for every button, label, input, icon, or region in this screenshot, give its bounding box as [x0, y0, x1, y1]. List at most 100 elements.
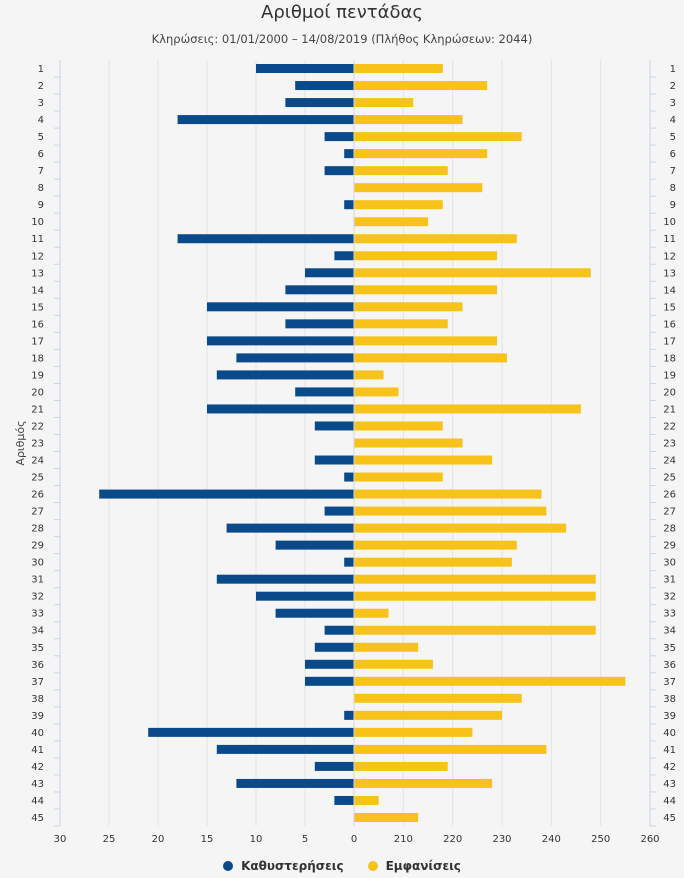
bar-appearances-41[interactable]: [354, 744, 547, 754]
category-label-right: 35: [663, 643, 676, 654]
bar-appearances-44[interactable]: [354, 795, 379, 805]
bar-delays-40[interactable]: [148, 727, 354, 737]
bar-delays-31[interactable]: [216, 574, 354, 584]
bar-appearances-18[interactable]: [354, 353, 507, 363]
bar-appearances-20[interactable]: [354, 387, 399, 397]
bar-appearances-33[interactable]: [354, 608, 389, 618]
category-label-left: 2: [38, 81, 44, 92]
bar-delays-14[interactable]: [285, 285, 354, 295]
bar-appearances-4[interactable]: [354, 115, 463, 125]
bar-appearances-39[interactable]: [354, 710, 502, 720]
category-label-right: 15: [663, 302, 676, 313]
bar-appearances-25[interactable]: [354, 472, 443, 482]
x-tick-label-right: 240: [542, 834, 561, 845]
bar-delays-17[interactable]: [207, 336, 354, 346]
bar-appearances-28[interactable]: [354, 523, 567, 533]
bar-delays-12[interactable]: [334, 251, 354, 261]
category-label-right: 20: [663, 387, 676, 398]
bar-appearances-16[interactable]: [354, 319, 448, 329]
bar-appearances-27[interactable]: [354, 506, 547, 516]
bar-appearances-3[interactable]: [354, 98, 414, 108]
bar-appearances-10[interactable]: [354, 217, 428, 227]
legend-delays-label: Καθυστερήσεις: [241, 859, 344, 873]
bar-delays-22[interactable]: [314, 421, 354, 431]
bar-delays-28[interactable]: [226, 523, 354, 533]
bar-delays-6[interactable]: [344, 149, 354, 159]
category-label-left: 26: [31, 490, 44, 501]
category-label-right: 37: [663, 677, 676, 688]
bar-appearances-34[interactable]: [354, 625, 596, 635]
bar-delays-42[interactable]: [314, 761, 354, 771]
bar-delays-4[interactable]: [177, 115, 354, 125]
bar-delays-1[interactable]: [256, 64, 354, 74]
bar-delays-18[interactable]: [236, 353, 354, 363]
legend-item-appearances[interactable]: Εμφανίσεις: [367, 859, 461, 873]
bar-delays-41[interactable]: [216, 744, 354, 754]
legend-item-delays[interactable]: Καθυστερήσεις: [223, 859, 344, 873]
bar-delays-33[interactable]: [275, 608, 354, 618]
bar-delays-29[interactable]: [275, 540, 354, 550]
bar-delays-16[interactable]: [285, 319, 354, 329]
bar-delays-39[interactable]: [344, 710, 354, 720]
bar-appearances-40[interactable]: [354, 727, 473, 737]
bar-delays-20[interactable]: [295, 387, 354, 397]
bar-appearances-7[interactable]: [354, 166, 448, 176]
bar-appearances-35[interactable]: [354, 642, 419, 652]
bar-delays-37[interactable]: [305, 676, 354, 686]
bar-appearances-17[interactable]: [354, 336, 498, 346]
bar-delays-36[interactable]: [305, 659, 354, 669]
bar-appearances-5[interactable]: [354, 132, 522, 142]
category-label-right: 34: [663, 626, 676, 637]
bar-appearances-22[interactable]: [354, 421, 443, 431]
bar-appearances-8[interactable]: [354, 183, 483, 193]
bar-appearances-23[interactable]: [354, 438, 463, 448]
bar-delays-44[interactable]: [334, 795, 354, 805]
bar-appearances-45[interactable]: [354, 812, 419, 822]
bar-appearances-2[interactable]: [354, 81, 488, 91]
bar-delays-34[interactable]: [324, 625, 354, 635]
bar-delays-21[interactable]: [207, 404, 354, 414]
bar-appearances-11[interactable]: [354, 234, 517, 244]
bar-appearances-26[interactable]: [354, 489, 542, 499]
bar-delays-7[interactable]: [324, 166, 354, 176]
bar-appearances-30[interactable]: [354, 557, 512, 567]
x-tick-label-left: 30: [54, 834, 67, 845]
bar-delays-24[interactable]: [314, 455, 354, 465]
bar-appearances-43[interactable]: [354, 778, 493, 788]
bar-delays-9[interactable]: [344, 200, 354, 210]
bar-appearances-42[interactable]: [354, 761, 448, 771]
bar-delays-3[interactable]: [285, 98, 354, 108]
bar-delays-15[interactable]: [207, 302, 354, 312]
bar-delays-26[interactable]: [99, 489, 354, 499]
bar-delays-13[interactable]: [305, 268, 354, 278]
bar-appearances-1[interactable]: [354, 64, 443, 74]
bar-delays-30[interactable]: [344, 557, 354, 567]
x-tick-label-right: 250: [591, 834, 610, 845]
bar-appearances-21[interactable]: [354, 404, 581, 414]
bar-delays-35[interactable]: [314, 642, 354, 652]
bar-delays-32[interactable]: [256, 591, 354, 601]
bar-appearances-15[interactable]: [354, 302, 463, 312]
bar-delays-25[interactable]: [344, 472, 354, 482]
bar-appearances-9[interactable]: [354, 200, 443, 210]
bar-appearances-36[interactable]: [354, 659, 433, 669]
bar-appearances-12[interactable]: [354, 251, 498, 261]
bar-delays-2[interactable]: [295, 81, 354, 91]
bar-appearances-13[interactable]: [354, 268, 591, 278]
bar-delays-27[interactable]: [324, 506, 354, 516]
bar-appearances-14[interactable]: [354, 285, 498, 295]
bar-appearances-19[interactable]: [354, 370, 384, 380]
bar-delays-11[interactable]: [177, 234, 354, 244]
bar-appearances-31[interactable]: [354, 574, 596, 584]
bar-appearances-32[interactable]: [354, 591, 596, 601]
bar-appearances-38[interactable]: [354, 693, 522, 703]
bar-appearances-6[interactable]: [354, 149, 488, 159]
bar-delays-5[interactable]: [324, 132, 354, 142]
category-label-left: 43: [31, 779, 44, 790]
bar-appearances-37[interactable]: [354, 676, 626, 686]
category-label-left: 12: [31, 251, 44, 262]
bar-appearances-24[interactable]: [354, 455, 493, 465]
bar-delays-43[interactable]: [236, 778, 354, 788]
bar-delays-19[interactable]: [216, 370, 354, 380]
bar-appearances-29[interactable]: [354, 540, 517, 550]
